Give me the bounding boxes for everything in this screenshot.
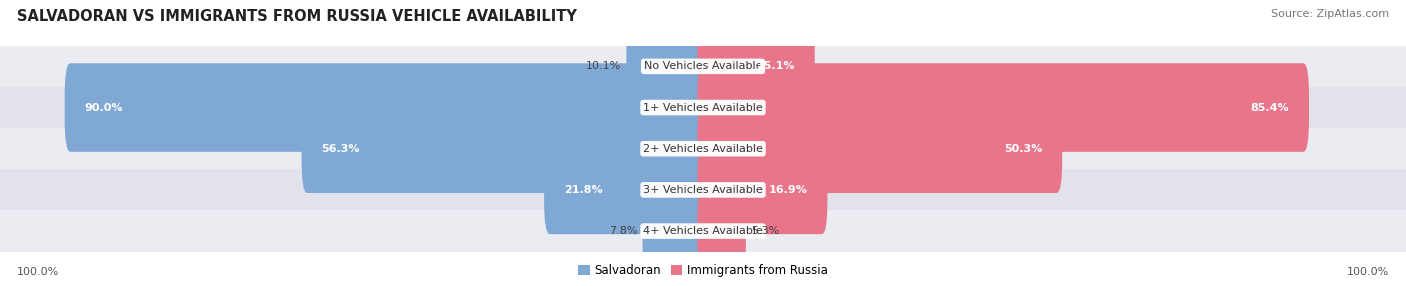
Text: 50.3%: 50.3%	[1004, 144, 1043, 154]
FancyBboxPatch shape	[697, 104, 1063, 193]
FancyBboxPatch shape	[65, 63, 709, 152]
Text: 100.0%: 100.0%	[17, 267, 59, 277]
Bar	[0, 169, 1406, 210]
Text: 4+ Vehicles Available: 4+ Vehicles Available	[643, 226, 763, 236]
FancyBboxPatch shape	[544, 146, 709, 234]
Text: 15.1%: 15.1%	[756, 61, 796, 71]
Text: 1+ Vehicles Available: 1+ Vehicles Available	[643, 103, 763, 112]
FancyBboxPatch shape	[697, 63, 1309, 152]
Text: SALVADORAN VS IMMIGRANTS FROM RUSSIA VEHICLE AVAILABILITY: SALVADORAN VS IMMIGRANTS FROM RUSSIA VEH…	[17, 9, 576, 23]
Text: 21.8%: 21.8%	[564, 185, 602, 195]
FancyBboxPatch shape	[302, 104, 709, 193]
FancyBboxPatch shape	[627, 22, 709, 111]
Text: 7.8%: 7.8%	[609, 226, 638, 236]
Text: 10.1%: 10.1%	[586, 61, 621, 71]
Text: 100.0%: 100.0%	[1347, 267, 1389, 277]
FancyBboxPatch shape	[697, 146, 827, 234]
Bar	[0, 210, 1406, 252]
Text: 5.3%: 5.3%	[751, 226, 779, 236]
FancyBboxPatch shape	[697, 22, 815, 111]
Bar	[0, 128, 1406, 169]
FancyBboxPatch shape	[697, 187, 747, 275]
Text: 85.4%: 85.4%	[1251, 103, 1289, 112]
Text: 56.3%: 56.3%	[321, 144, 360, 154]
Bar	[0, 46, 1406, 87]
Legend: Salvadoran, Immigrants from Russia: Salvadoran, Immigrants from Russia	[578, 264, 828, 277]
FancyBboxPatch shape	[643, 187, 709, 275]
Text: Source: ZipAtlas.com: Source: ZipAtlas.com	[1271, 9, 1389, 19]
Text: 90.0%: 90.0%	[84, 103, 122, 112]
Text: 3+ Vehicles Available: 3+ Vehicles Available	[643, 185, 763, 195]
Text: No Vehicles Available: No Vehicles Available	[644, 61, 762, 71]
Text: 16.9%: 16.9%	[769, 185, 807, 195]
Bar	[0, 87, 1406, 128]
Text: 2+ Vehicles Available: 2+ Vehicles Available	[643, 144, 763, 154]
